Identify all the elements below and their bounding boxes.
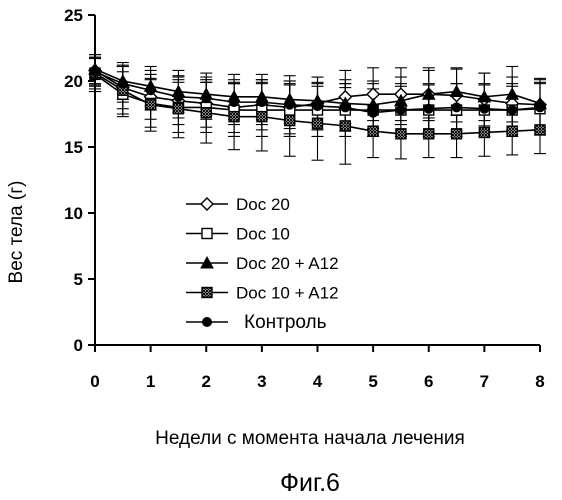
series-4-point: [257, 112, 267, 122]
figure-caption: Фиг.6: [280, 469, 340, 497]
series-5-point: [452, 102, 462, 112]
legend-item-2-marker: [202, 229, 212, 239]
series-4-point: [424, 129, 434, 139]
y-tick-label: 10: [64, 204, 83, 223]
series-5-point: [507, 105, 517, 115]
legend-item-5-marker: [202, 317, 212, 327]
series-5-point: [340, 102, 350, 112]
y-tick-label: 25: [64, 6, 83, 25]
series-5-point: [285, 100, 295, 110]
series-4-point: [452, 129, 462, 139]
x-tick-label: 3: [257, 372, 266, 391]
series-5-point: [257, 97, 267, 107]
y-axis-title: Вес тела (г): [6, 181, 27, 284]
legend-item-1-marker: [201, 198, 213, 210]
series-5-point: [535, 102, 545, 112]
x-tick-label: 1: [146, 372, 155, 391]
x-tick-label: 8: [535, 372, 544, 391]
series-4-point: [479, 127, 489, 137]
legend-item-4-marker: [202, 288, 212, 298]
series-4-point: [285, 116, 295, 126]
series-3-point: [451, 86, 463, 97]
series-5-point: [118, 79, 128, 89]
y-tick-label: 20: [64, 72, 83, 91]
legend-item-3-label: Doc 20 + A12: [236, 254, 339, 273]
series-4-point: [535, 125, 545, 135]
series-5-point: [479, 104, 489, 114]
series-4-point: [313, 118, 323, 128]
series-4-point: [146, 100, 156, 110]
x-tick-label: 7: [480, 372, 489, 391]
series-5-point: [173, 92, 183, 102]
series-markers: [89, 63, 546, 139]
legend-item-1-label: Doc 20: [236, 195, 290, 214]
legend-item-2-label: Doc 10: [236, 225, 290, 244]
series-4-point: [507, 126, 517, 136]
series-4-point: [201, 108, 211, 118]
legend: Doc 20 Doc 10 Doc 20 + A12 Doc 10 + A12 Конт…: [186, 195, 339, 333]
y-tick-label: 0: [74, 336, 83, 355]
series-4-point: [340, 121, 350, 131]
series-4-point: [368, 126, 378, 136]
x-tick-label: 0: [90, 372, 99, 391]
x-tick-label: 5: [368, 372, 377, 391]
x-tick-label: 2: [202, 372, 211, 391]
series-5-point: [229, 97, 239, 107]
series-4-point: [396, 129, 406, 139]
x-axis-ticks: 0 1 2 3 4 5 6 7 8: [90, 345, 544, 391]
legend-item-5-label: Контроль: [244, 312, 327, 333]
x-tick-label: 4: [313, 372, 323, 391]
y-tick-label: 5: [74, 270, 83, 289]
series-5-point: [146, 85, 156, 95]
series-4-point: [173, 104, 183, 114]
series-4-point: [229, 112, 239, 122]
x-axis-title: Недели с момента начала лечения: [155, 428, 465, 449]
series-3-point: [506, 88, 518, 99]
series-5-point: [368, 108, 378, 118]
legend-item-4-label: Doc 10 + A12: [236, 284, 339, 303]
series-5-point: [201, 93, 211, 103]
x-tick-label: 6: [424, 372, 433, 391]
series-5-point: [396, 105, 406, 115]
series-5-point: [424, 104, 434, 114]
y-tick-label: 15: [64, 138, 83, 157]
series-5-point: [313, 101, 323, 111]
